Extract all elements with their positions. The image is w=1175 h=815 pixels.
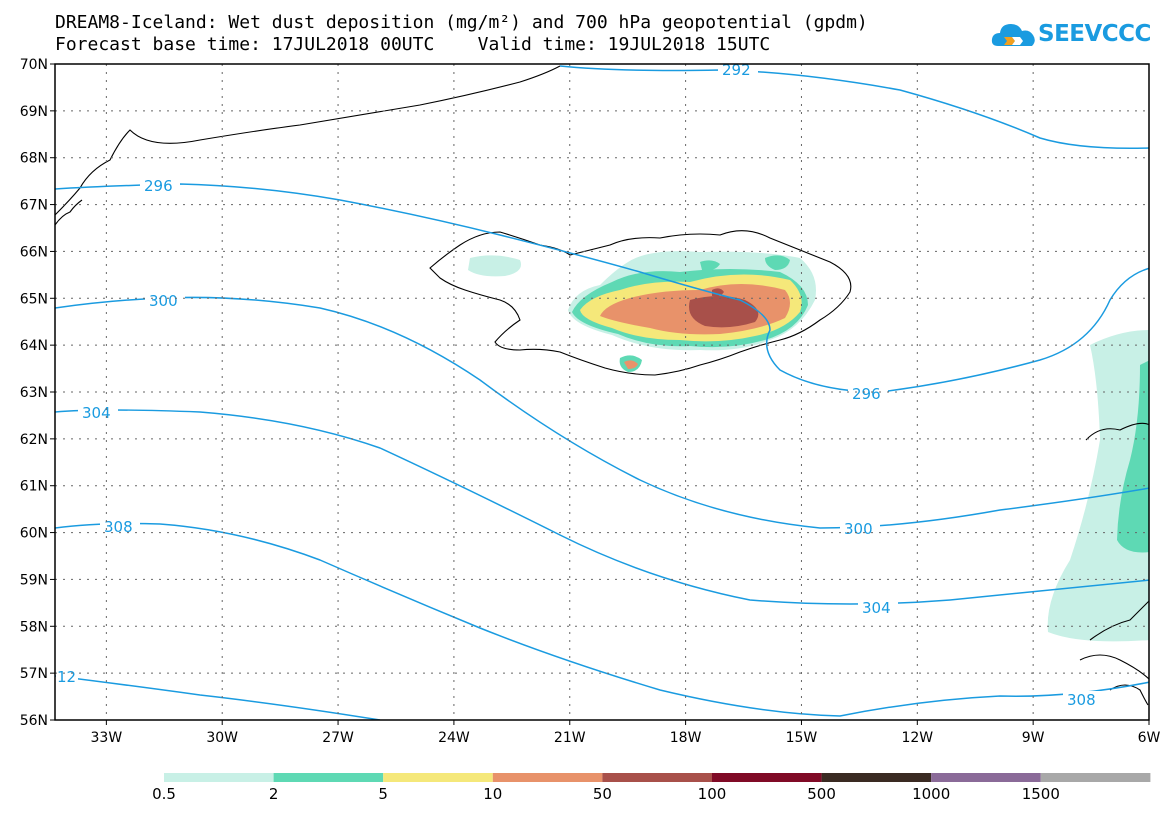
x-tick-label: 15W — [786, 730, 818, 746]
colorbar-label: 1000 — [912, 785, 950, 803]
x-tick-label: 27W — [322, 730, 354, 746]
y-tick-label: 60N — [20, 526, 48, 542]
x-tick-label: 18W — [670, 730, 702, 746]
geopotential-contours — [55, 65, 1149, 720]
coastlines — [55, 65, 1149, 706]
seevccc-logo: SEEVCCC — [990, 16, 1151, 56]
colorbar-segment — [383, 773, 493, 782]
map-frame — [54, 63, 1150, 721]
x-tick-label: 30W — [206, 730, 238, 746]
colorbar-label: 5 — [378, 785, 388, 803]
contour-label-312: 12 — [57, 668, 76, 686]
colorbar: 0.5 2 5 10 50 100 500 1000 1500 — [152, 773, 1151, 803]
cloud-icon — [991, 24, 1035, 46]
colorbar-label: 500 — [807, 785, 836, 803]
colorbar-label: 2 — [269, 785, 279, 803]
contour-label-304b: 304 — [862, 599, 891, 617]
colorbar-segment — [821, 773, 932, 782]
y-tick-label: 56N — [20, 713, 48, 729]
x-tick-label: 21W — [554, 730, 586, 746]
y-tick-label: 69N — [20, 104, 48, 120]
colorbar-segment — [602, 773, 712, 782]
x-tick-label: 9W — [1022, 730, 1045, 746]
y-tick-label: 68N — [20, 151, 48, 167]
contour-label-308b: 308 — [1067, 691, 1096, 709]
contour-labels: 292 296 300 304 308 296 300 304 308 12 — [56, 61, 1103, 709]
x-tick-label: 12W — [901, 730, 933, 746]
colorbar-label: 1500 — [1022, 785, 1060, 803]
chart-title-line-1: DREAM8-Iceland: Wet dust deposition (mg/… — [55, 12, 868, 33]
y-tick-label: 64N — [20, 338, 48, 354]
colorbar-segment — [164, 773, 274, 782]
contour-label-292: 292 — [722, 61, 751, 79]
y-tick-label: 67N — [20, 198, 48, 214]
colorbar-segment — [492, 773, 603, 782]
x-tick-label: 24W — [438, 730, 470, 746]
colorbar-label: 0.5 — [152, 785, 176, 803]
x-tick-label: 6W — [1138, 730, 1161, 746]
colorbar-label: 100 — [698, 785, 727, 803]
colorbar-segment — [1040, 773, 1151, 782]
contour-label-304: 304 — [82, 404, 111, 422]
latitude-tick-labels: 56N 57N 58N 59N 60N 61N 62N 63N 64N 65N 66N 67N 68N 6… — [20, 57, 48, 729]
graticule — [50, 63, 1150, 725]
y-tick-label: 63N — [20, 385, 48, 401]
y-tick-label: 57N — [20, 666, 48, 682]
chart-title-line-2: Forecast base time: 17JUL2018 00UTC Vali… — [55, 34, 771, 55]
x-tick-label: 33W — [91, 730, 123, 746]
colorbar-label: 50 — [593, 785, 612, 803]
y-tick-label: 62N — [20, 432, 48, 448]
colorbar-segment — [712, 773, 822, 782]
contour-label-296b: 296 — [852, 385, 881, 403]
colorbar-segment — [931, 773, 1041, 782]
y-tick-label: 59N — [20, 572, 48, 588]
contour-label-296: 296 — [144, 177, 173, 195]
dust-deposition-field — [468, 251, 1149, 642]
colorbar-label: 10 — [483, 785, 502, 803]
colorbar-segment — [273, 773, 384, 782]
y-tick-label: 58N — [20, 619, 48, 635]
logo-text: SEEVCCC — [1038, 21, 1151, 47]
y-tick-label: 70N — [20, 57, 48, 73]
contour-label-308: 308 — [104, 518, 133, 536]
longitude-tick-labels: 33W 30W 27W 24W 21W 18W 15W 12W 9W 6W — [91, 730, 1161, 746]
y-tick-label: 65N — [20, 291, 48, 307]
y-tick-label: 61N — [20, 479, 48, 495]
y-tick-label: 66N — [20, 244, 48, 260]
contour-label-300b: 300 — [844, 520, 873, 538]
contour-label-300: 300 — [149, 292, 178, 310]
